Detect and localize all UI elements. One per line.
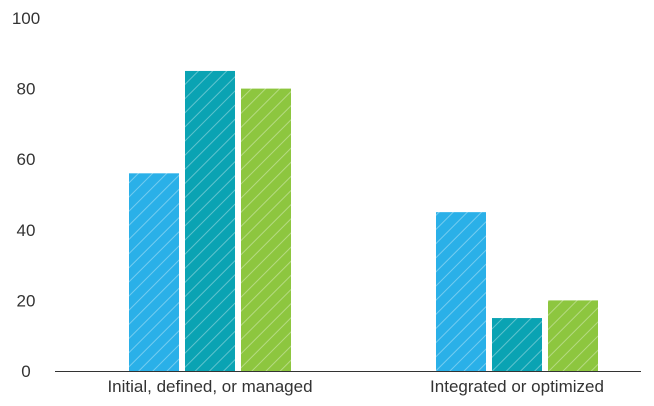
bar-series-2-initial (185, 70, 235, 371)
x-tick-label: Integrated or optimized (430, 377, 604, 396)
y-tick-label: 40 (17, 221, 36, 240)
bar-series-2-integrated (492, 318, 542, 371)
x-axis-ticks: Initial, defined, or managed Integrated o… (107, 377, 603, 396)
y-tick-label: 0 (21, 362, 30, 381)
y-tick-label: 100 (12, 9, 40, 28)
y-tick-label: 80 (17, 80, 36, 99)
y-axis-ticks: 0 20 40 60 80 100 (12, 9, 40, 381)
y-tick-label: 60 (17, 150, 36, 169)
bar-series-3-initial (241, 88, 291, 371)
bar-series-3-integrated (548, 300, 598, 371)
bars (129, 70, 598, 371)
y-tick-label: 20 (17, 291, 36, 310)
x-tick-label: Initial, defined, or managed (107, 377, 312, 396)
bar-series-1-integrated (436, 212, 486, 371)
bar-series-1-initial (129, 173, 179, 371)
